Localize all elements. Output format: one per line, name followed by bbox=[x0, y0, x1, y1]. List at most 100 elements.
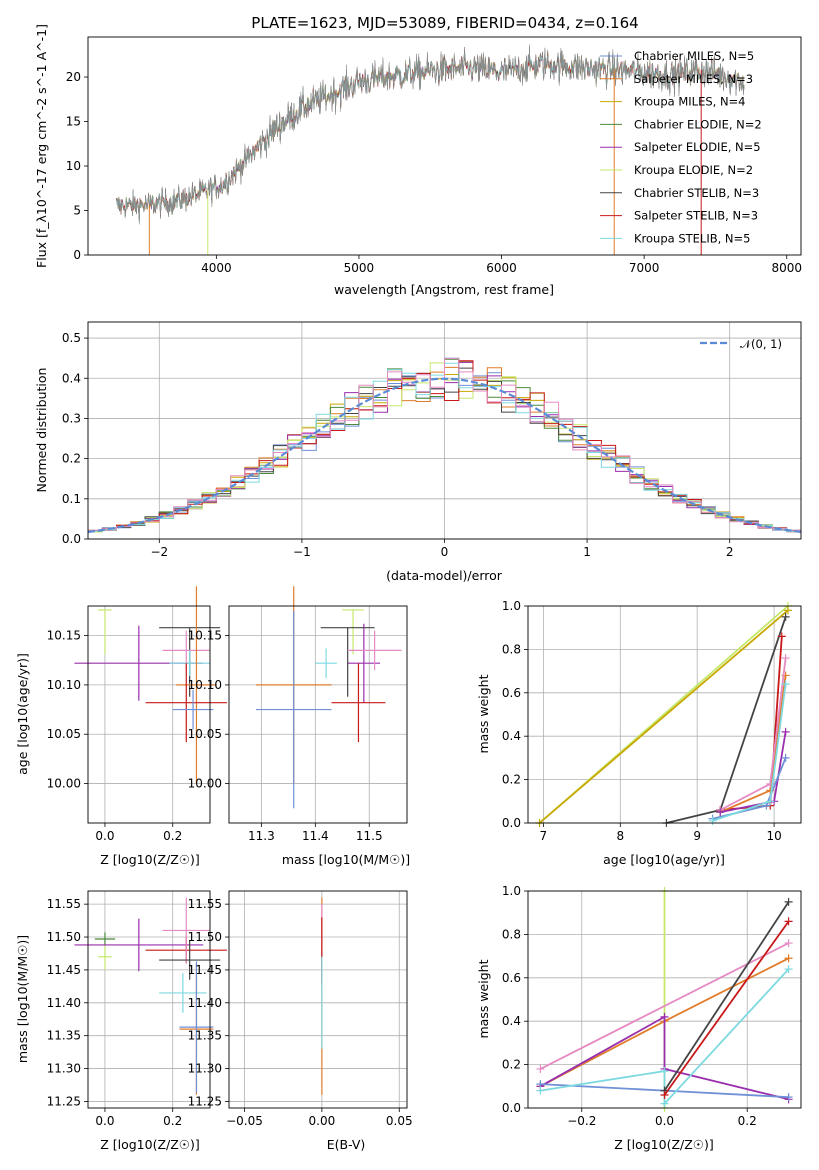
y-axis-label: mass weight bbox=[476, 674, 491, 753]
y-tick-label: 0.8 bbox=[502, 642, 521, 656]
y-tick-label: 1.0 bbox=[502, 884, 521, 898]
weight-marker bbox=[766, 797, 775, 806]
y-tick-label: 11.25 bbox=[188, 1094, 222, 1108]
legend-label: Chabrier STELIB, N=3 bbox=[634, 186, 759, 200]
y-axis-label: age [log10(age/yr)] bbox=[15, 653, 30, 775]
x-axis-label: (data-model)/error bbox=[386, 568, 503, 583]
x-tick-label: 11.3 bbox=[248, 829, 275, 843]
weight-line bbox=[539, 1015, 789, 1101]
y-tick-label: 0.3 bbox=[62, 411, 81, 425]
x-axis-label: age [log10(age/yr)] bbox=[603, 852, 725, 867]
x-tick-label: 4000 bbox=[201, 261, 232, 275]
y-tick-label: 11.45 bbox=[47, 963, 81, 977]
y-tick-label: 11.40 bbox=[47, 996, 81, 1010]
x-tick-label: 0.0 bbox=[95, 829, 114, 843]
y-tick-label: 0.6 bbox=[502, 971, 521, 985]
y-tick-label: 10.05 bbox=[47, 727, 81, 741]
weight-marker bbox=[536, 1086, 545, 1095]
weight_vs_age-axes: 7 8 9 10 0.0 0.2 0.4 0.6 0.8 1.0 age [log10(age/yr… bbox=[476, 599, 802, 867]
y-tick-label: 11.55 bbox=[188, 897, 222, 911]
x-tick-label: 10 bbox=[766, 829, 781, 843]
x-axis-label: Z [log10(Z/Z☉)] bbox=[100, 852, 200, 867]
spectrum-data-line bbox=[116, 44, 745, 225]
weight-marker bbox=[660, 1099, 669, 1108]
y-tick-label: 0.0 bbox=[62, 532, 81, 546]
x-tick-label: 11.5 bbox=[356, 829, 383, 843]
x-tick-label: 0.0 bbox=[95, 1114, 114, 1128]
weight-marker bbox=[777, 632, 786, 641]
y-tick-label: 0.2 bbox=[502, 1058, 521, 1072]
y-axis-label: mass weight bbox=[476, 959, 491, 1038]
x-tick-label: 0.0 bbox=[655, 1114, 674, 1128]
y-tick-label: 11.50 bbox=[47, 930, 81, 944]
y-tick-label: 0.0 bbox=[502, 816, 521, 830]
legend-label: Salpeter MILES, N=3 bbox=[634, 72, 753, 86]
x-axis-label: mass [log10(M/M☉)] bbox=[282, 852, 410, 867]
y-tick-label: 0.2 bbox=[502, 773, 521, 787]
age_vs_mass-axes: 11.3 11.4 11.5 10.00 10.05 10.10 10.15 mass [lo… bbox=[188, 586, 410, 867]
y-tick-label: 0.0 bbox=[502, 1101, 521, 1115]
plot-frame bbox=[87, 605, 211, 824]
age_vs_Z-axes: 0.0 0.2 10.00 10.05 10.10 10.15 Z [log10(Z/Z☉)… bbox=[15, 586, 227, 867]
x-tick-label: 0 bbox=[441, 545, 449, 559]
x-axis-label: Z [log10(Z/Z☉)] bbox=[100, 1137, 200, 1152]
weight-marker bbox=[781, 727, 790, 736]
y-axis-label: Normed distribution bbox=[34, 368, 49, 493]
x-tick-label: 7000 bbox=[629, 261, 660, 275]
normal-curve bbox=[88, 377, 801, 534]
weight-marker bbox=[784, 954, 793, 963]
x-tick-label: 11.4 bbox=[302, 829, 329, 843]
weight-marker bbox=[660, 1090, 669, 1099]
weight-marker bbox=[784, 1093, 793, 1102]
weight-marker bbox=[660, 1012, 669, 1021]
legend-label: Chabrier MILES, N=5 bbox=[634, 49, 754, 63]
y-tick-label: 0.4 bbox=[502, 729, 521, 743]
weight-marker bbox=[536, 1064, 545, 1073]
weight-marker bbox=[784, 897, 793, 906]
x-tick-label: 0.00 bbox=[309, 1114, 336, 1128]
weight-marker bbox=[716, 808, 725, 817]
y-tick-label: 10.15 bbox=[47, 629, 81, 643]
x-tick-label: 5000 bbox=[344, 261, 375, 275]
weight-marker bbox=[783, 606, 792, 615]
y-tick-label: 0.8 bbox=[502, 927, 521, 941]
spectrum-legend: Chabrier MILES, N=5 Salpeter MILES, N=3 Kr… bbox=[600, 49, 762, 245]
x-tick-label: 2 bbox=[726, 545, 734, 559]
x-tick-label: −0.05 bbox=[226, 1114, 263, 1128]
weight-line bbox=[663, 920, 790, 1096]
y-tick-label: 11.55 bbox=[47, 897, 81, 911]
plot-frame bbox=[87, 890, 211, 1109]
x-tick-label: 8 bbox=[616, 829, 624, 843]
x-tick-label: 9 bbox=[693, 829, 701, 843]
y-tick-label: 10.05 bbox=[188, 727, 222, 741]
figure-title: PLATE=1623, MJD=53089, FIBERID=0434, z=0… bbox=[251, 14, 638, 32]
y-tick-label: 11.35 bbox=[188, 1029, 222, 1043]
weight-marker bbox=[784, 917, 793, 926]
y-tick-label: 0 bbox=[73, 248, 81, 262]
y-tick-label: 20 bbox=[66, 70, 81, 84]
plot-frame bbox=[228, 890, 408, 1109]
plot-frame bbox=[228, 605, 408, 824]
y-tick-label: 11.50 bbox=[188, 930, 222, 944]
weight-line bbox=[663, 901, 790, 1092]
x-tick-label: −2 bbox=[150, 545, 168, 559]
y-tick-label: 10.10 bbox=[47, 678, 81, 692]
y-tick-label: 11.30 bbox=[188, 1062, 222, 1076]
x-tick-label: 8000 bbox=[771, 261, 802, 275]
y-tick-label: 11.30 bbox=[47, 1062, 81, 1076]
y-tick-label: 0.1 bbox=[62, 492, 81, 506]
plot-frame bbox=[87, 36, 802, 256]
x-axis-label: E(B-V) bbox=[327, 1137, 366, 1152]
x-tick-label: 1 bbox=[583, 545, 591, 559]
y-tick-label: 11.45 bbox=[188, 963, 222, 977]
plot-frame bbox=[87, 321, 802, 540]
x-tick-label: 0.2 bbox=[738, 1114, 757, 1128]
legend-label: Salpeter ELODIE, N=5 bbox=[634, 140, 761, 154]
mass_vs_Z-axes: 0.0 0.2 11.25 11.30 11.35 11.40 11.45 11.50 11.5… bbox=[15, 890, 227, 1152]
y-tick-label: 11.35 bbox=[47, 1029, 81, 1043]
spectrum-axes: 4000 5000 6000 7000 8000 0 5 10 15 20 wavelength [… bbox=[34, 24, 802, 297]
legend-label: Chabrier ELODIE, N=2 bbox=[634, 117, 762, 131]
y-tick-label: 10.00 bbox=[47, 777, 81, 791]
plot-frame bbox=[527, 605, 802, 824]
weight-marker bbox=[784, 965, 793, 974]
